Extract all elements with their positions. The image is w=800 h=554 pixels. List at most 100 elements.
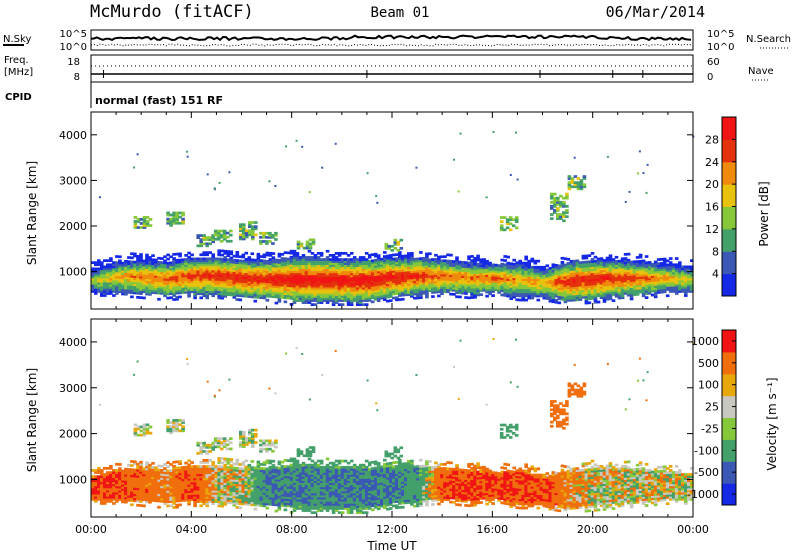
power-cell	[509, 285, 513, 288]
power-cell	[262, 259, 267, 263]
power-cell	[193, 286, 197, 289]
power-cell	[464, 292, 468, 295]
power-cell	[380, 268, 384, 271]
power-cell	[668, 273, 673, 277]
power-cell	[286, 290, 291, 294]
power-cell	[154, 264, 158, 268]
power-cell	[136, 257, 140, 260]
velocity-cell	[133, 470, 137, 474]
velocity-cell	[100, 489, 104, 493]
power-cell	[593, 292, 598, 296]
power-cell	[380, 274, 384, 277]
power-cell	[623, 265, 628, 269]
power-cell	[684, 277, 688, 281]
power-cell	[97, 259, 101, 262]
power-cell	[145, 224, 150, 227]
power-cell	[575, 288, 580, 291]
power-cell	[576, 185, 581, 189]
power-cell	[665, 294, 670, 298]
power-cell	[139, 296, 143, 299]
velocity-cell	[178, 480, 182, 484]
power-cell	[91, 279, 95, 283]
power-cell	[551, 275, 556, 279]
power-cell	[319, 297, 324, 300]
power-cell	[226, 270, 231, 274]
power-cell	[512, 287, 516, 291]
velocity-cell	[136, 495, 140, 499]
power-cell	[485, 270, 489, 273]
power-cell	[253, 277, 258, 280]
power-cell	[461, 289, 465, 293]
velocity-cell	[103, 475, 107, 478]
power-cell	[446, 253, 450, 257]
power-cell	[425, 260, 429, 264]
power-cell	[690, 259, 694, 262]
power-cell	[226, 276, 231, 280]
power-cell	[671, 275, 676, 279]
power-cell	[642, 172, 645, 175]
power-cell	[373, 291, 378, 295]
velocity-cell	[166, 477, 170, 481]
power-cell	[160, 277, 164, 281]
power-cell	[536, 268, 541, 271]
power-cell	[283, 290, 288, 293]
power-cell	[665, 263, 670, 267]
power-cell	[431, 284, 435, 288]
power-cell	[386, 289, 390, 293]
power-cell	[310, 276, 315, 280]
power-cell	[599, 277, 604, 281]
velocity-cell	[163, 481, 167, 485]
power-cell	[620, 282, 625, 285]
power-cell	[425, 285, 429, 289]
power-cell	[443, 273, 447, 277]
power-cell	[193, 265, 197, 269]
power-cell	[485, 268, 489, 271]
power-cell	[247, 272, 252, 276]
power-cell	[248, 221, 252, 224]
power-cell	[605, 275, 610, 278]
power-cell	[271, 262, 276, 266]
power-cell	[298, 293, 303, 296]
power-cell	[331, 303, 336, 306]
power-cell	[626, 275, 631, 278]
velocity-cell	[148, 492, 152, 496]
power-cell	[422, 263, 426, 266]
power-cell	[566, 286, 571, 290]
power-cell	[352, 272, 357, 276]
velocity-cell	[178, 462, 182, 465]
power-cell	[550, 207, 554, 210]
velocity-cell	[157, 495, 161, 499]
power-cell	[256, 283, 261, 287]
power-cell	[142, 267, 146, 271]
power-cell	[298, 297, 303, 300]
power-cell	[437, 290, 441, 294]
power-cell	[575, 290, 580, 293]
power-cell	[434, 253, 438, 257]
power-cell	[274, 275, 279, 278]
power-cell	[383, 255, 387, 258]
power-cell	[322, 286, 327, 290]
power-cell	[229, 252, 234, 256]
power-cell	[280, 257, 285, 260]
power-cell	[199, 286, 203, 289]
power-cell	[349, 280, 354, 284]
power-cell	[563, 267, 568, 271]
velocity-cell	[94, 495, 98, 499]
power-cell	[602, 283, 607, 287]
power-cell	[443, 269, 447, 273]
power-cell	[199, 261, 203, 265]
power-cell	[373, 258, 378, 262]
power-cell	[226, 278, 231, 282]
power-cell	[459, 132, 462, 135]
power-cell	[205, 294, 209, 298]
power-cell	[623, 271, 628, 275]
power-cell	[331, 274, 336, 278]
power-cell	[262, 263, 267, 267]
power-cell	[514, 220, 519, 223]
velocity-cell	[151, 462, 155, 465]
power-cell	[373, 283, 378, 287]
power-cell	[196, 282, 200, 285]
velocity-cell	[196, 475, 200, 479]
power-cell	[97, 288, 101, 291]
power-cell	[184, 288, 188, 292]
